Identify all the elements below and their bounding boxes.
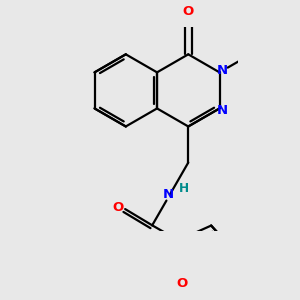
Text: O: O <box>176 277 188 290</box>
Text: H: H <box>178 182 189 195</box>
Text: O: O <box>112 201 123 214</box>
Text: N: N <box>163 188 174 201</box>
Text: O: O <box>183 5 194 18</box>
Text: N: N <box>217 64 228 77</box>
Text: N: N <box>217 104 228 117</box>
